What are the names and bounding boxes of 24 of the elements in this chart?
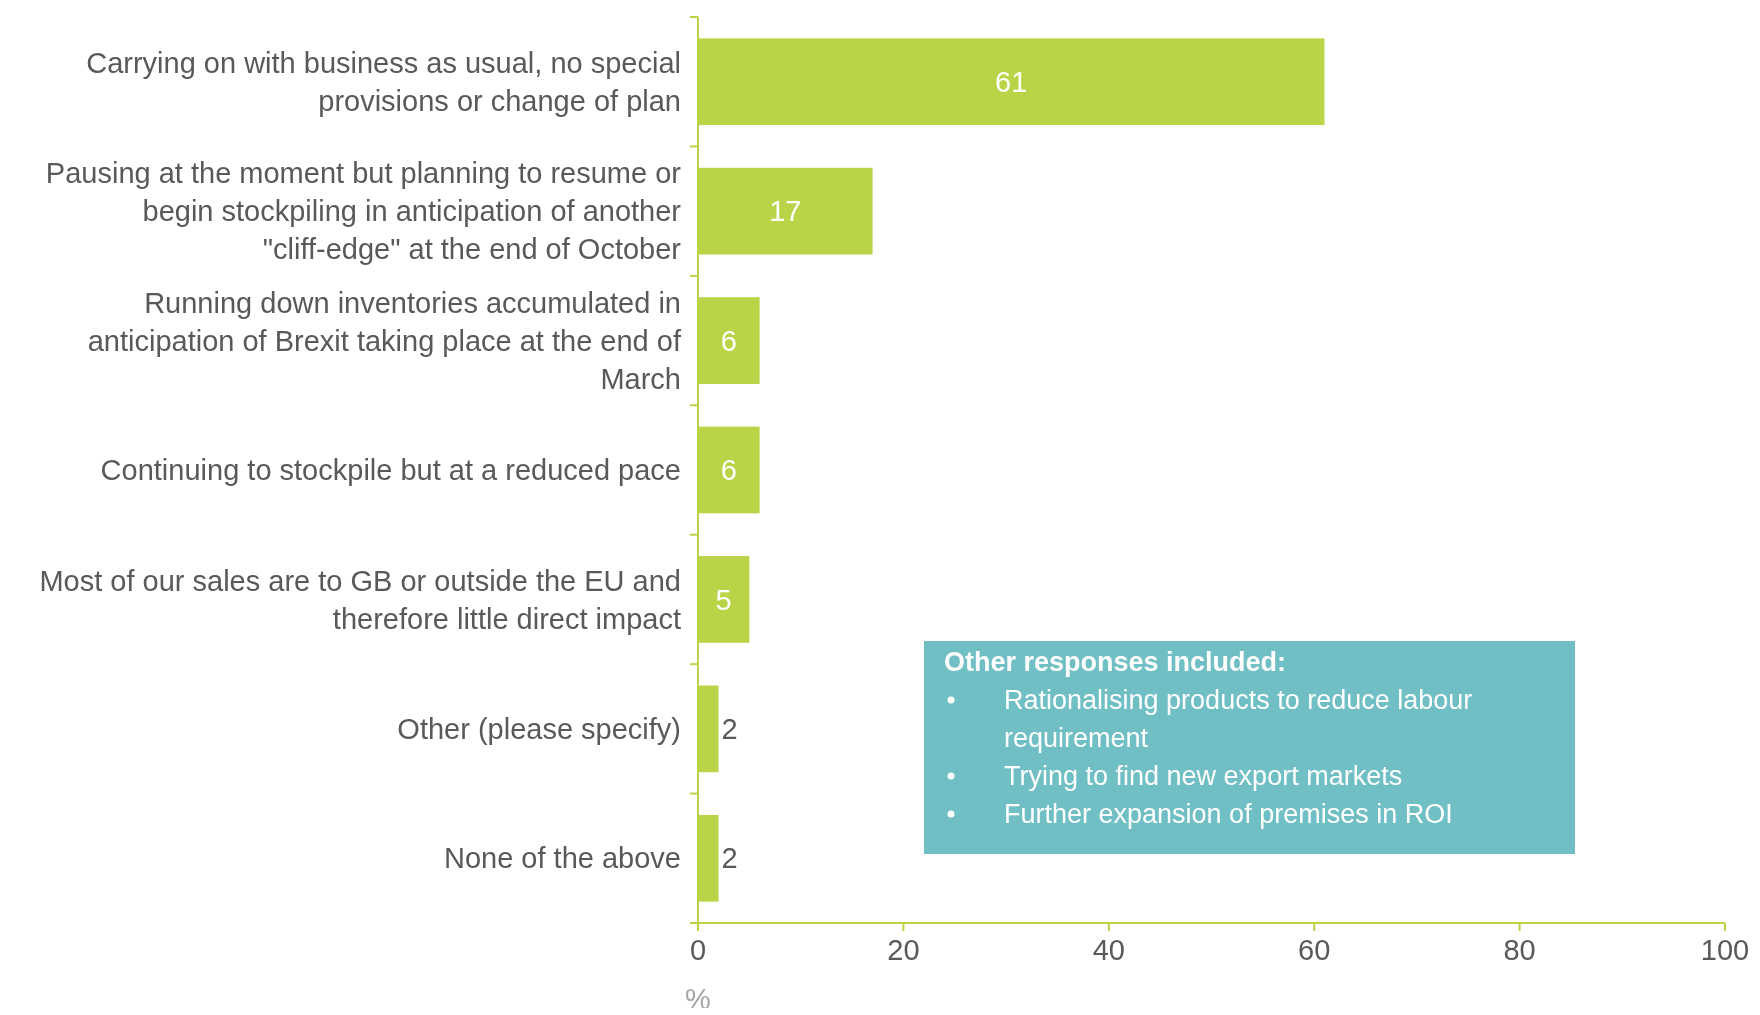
x-tick-label: 100 <box>1700 934 1750 966</box>
data-label: 6 <box>720 454 737 487</box>
data-label: 6 <box>720 324 737 357</box>
data-label: 61 <box>995 65 1028 98</box>
x-tick-label: 0 <box>689 934 707 966</box>
annotation: Other responses included: <box>944 647 1287 677</box>
y-tick-label: Other (please specify) <box>397 713 681 746</box>
data-label: 17 <box>769 195 802 228</box>
data-label: 2 <box>721 713 738 746</box>
annotation: Trying to find new export markets <box>1004 761 1403 791</box>
annotation: Rationalising products to reduce labour requirement <box>1004 685 1473 753</box>
y-tick-label: Most of our sales are to GB or outside the EU and therefore little direct impact <box>39 564 681 635</box>
x-tick-label: 40 <box>1092 934 1125 966</box>
x-tick-label: 80 <box>1503 934 1536 966</box>
data-label: 2 <box>721 842 738 875</box>
x-tick-label: 20 <box>887 934 920 966</box>
x-tick-label: 60 <box>1298 934 1331 966</box>
annotation: Further expansion of premises in ROI <box>1004 799 1453 829</box>
y-tick-label: Continuing to stockpile but at a reduced pace <box>100 454 681 487</box>
y-tick-label: Running down inventories accumulated in anticipation of Brexit taking place at the end of March <box>87 286 682 395</box>
y-tick-label: Carrying on with business as usual, no special provisions or change of plan <box>86 46 681 117</box>
y-tick-label: None of the above <box>443 842 681 875</box>
data-label: 5 <box>715 583 732 616</box>
y-tick-label: Pausing at the moment but planning to resume or begin stockpiling in anticipation of another "cliff-edge" at the end of October <box>45 157 682 266</box>
